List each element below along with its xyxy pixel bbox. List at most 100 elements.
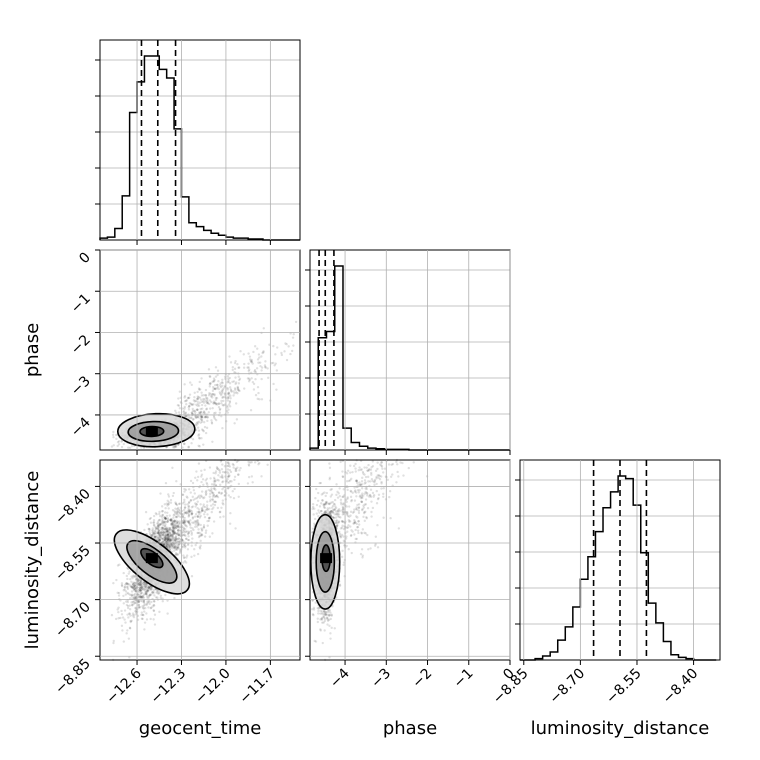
sample-point (231, 489, 234, 493)
sample-point (112, 444, 115, 447)
sample-point (123, 618, 126, 621)
sample-point (195, 496, 199, 500)
panel-frame (99, 39, 301, 241)
sample-point (191, 537, 194, 540)
sample-point (129, 620, 132, 624)
sample-point (233, 487, 236, 491)
sample-point (191, 407, 194, 411)
sample-point (192, 498, 195, 502)
sample-point (264, 365, 267, 369)
sample-point (143, 628, 146, 631)
sample-point (229, 361, 233, 364)
sample-point (260, 369, 263, 372)
sample-point (211, 532, 214, 535)
sample-point (174, 551, 178, 555)
sample-point (256, 385, 260, 389)
sample-point (185, 403, 188, 406)
sample-point (234, 382, 237, 386)
sample-point (166, 520, 169, 524)
sample-point (213, 412, 216, 415)
sample-point (120, 445, 124, 449)
sample-point (254, 378, 257, 381)
sample-point (196, 475, 200, 479)
sample-point (166, 511, 169, 514)
sample-point (177, 533, 181, 536)
sample-point (145, 602, 148, 606)
sample-point (118, 563, 121, 566)
sample-point (205, 408, 208, 411)
sample-point (142, 601, 146, 604)
sample-point (262, 350, 265, 353)
sample-point (204, 529, 208, 532)
sample-point (206, 415, 209, 419)
sample-point (196, 404, 199, 407)
sample-point (160, 505, 164, 508)
sample-point (194, 416, 198, 419)
sample-point (122, 640, 126, 643)
sample-point (212, 520, 216, 523)
sample-point (266, 367, 269, 370)
sample-point (211, 393, 214, 396)
sample-point (214, 383, 217, 387)
sample-point (159, 523, 163, 526)
sample-point (202, 503, 205, 506)
sample-point (227, 461, 230, 464)
sample-point (177, 511, 181, 514)
sample-point (214, 398, 218, 402)
sample-point (228, 400, 232, 403)
sample-point (236, 386, 239, 390)
sample-point (143, 610, 146, 613)
sample-point (206, 524, 209, 527)
sample-point (221, 381, 224, 385)
sample-point (211, 503, 215, 506)
sample-point (254, 370, 258, 374)
sample-point (220, 381, 224, 384)
sample-point (185, 399, 188, 403)
sample-point (253, 461, 257, 464)
sample-point (231, 365, 235, 369)
sample-point (181, 516, 185, 519)
sample-point (208, 495, 211, 498)
sample-point (149, 606, 152, 610)
sample-point (237, 495, 240, 498)
sample-point (202, 496, 205, 500)
sample-point (117, 610, 120, 614)
panel-frame (309, 249, 511, 451)
sample-point (197, 535, 201, 539)
sample-point (117, 443, 121, 446)
sample-point (212, 400, 216, 403)
sample-point (227, 396, 230, 400)
sample-point (292, 344, 295, 347)
sample-point (178, 407, 182, 410)
sample-point (229, 495, 232, 499)
sample-point (204, 394, 208, 397)
sample-point (159, 514, 162, 518)
sample-point (258, 361, 262, 364)
sample-point (226, 399, 230, 402)
sample-point (243, 387, 246, 390)
sample-point (198, 437, 201, 440)
sample-point (227, 403, 231, 406)
sample-point (158, 610, 161, 614)
sample-point (214, 418, 218, 422)
sample-point (196, 408, 199, 411)
sample-point (184, 411, 187, 414)
sample-point (237, 382, 241, 385)
sample-point (189, 416, 192, 420)
sample-point (242, 353, 245, 356)
sample-point (203, 425, 207, 429)
sample-point (183, 506, 187, 509)
sample-point (175, 480, 178, 483)
sample-point (115, 578, 118, 582)
sample-point (195, 397, 199, 401)
sample-point (128, 608, 132, 611)
sample-point (214, 375, 218, 378)
sample-point (237, 366, 240, 369)
sample-point (228, 376, 232, 380)
sample-point (285, 358, 289, 362)
sample-point (173, 520, 176, 523)
sample-point (154, 596, 158, 599)
sample-point (110, 613, 114, 617)
sample-point (203, 468, 206, 472)
sample-point (252, 388, 256, 391)
